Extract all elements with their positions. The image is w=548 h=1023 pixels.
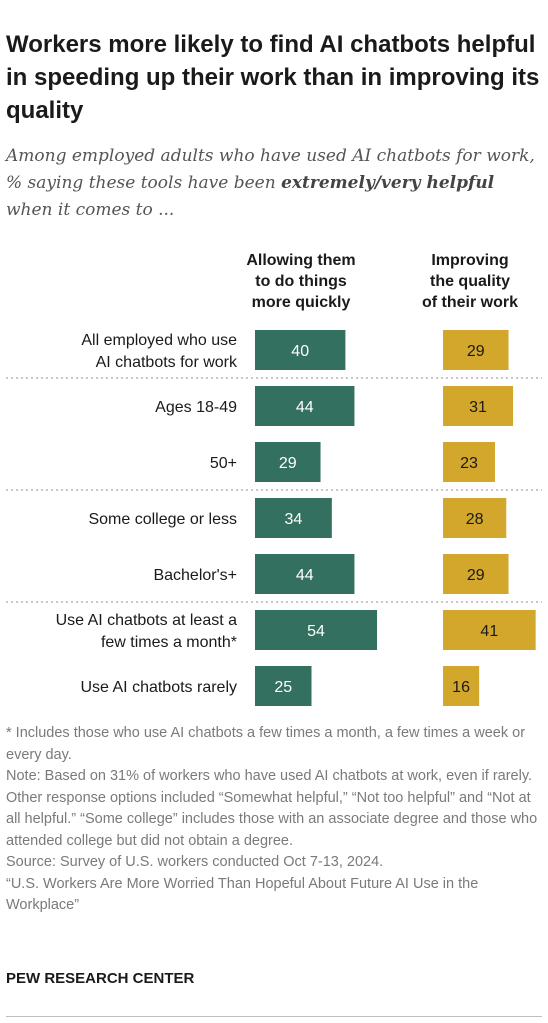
bar-series-2 [443,386,514,426]
bar-value-label-series-1: 40 [291,343,309,360]
bar-series-1 [255,666,312,706]
bar-series-2 [443,442,495,482]
bar-value-label-series-1: 54 [307,623,325,640]
chart-title: Workers more likely to find AI chatbots … [6,31,540,124]
subtitle-tail: when it comes to ... [6,200,175,220]
bar-series-1 [255,610,378,650]
bar-series-2 [443,554,509,594]
subtitle-emphasis: extremely/very helpful [281,173,495,193]
bar-series-1 [255,554,355,594]
brand-logo-text: PEW RESEARCH CENTER [6,970,195,987]
bar-value-label-series-2: 29 [467,343,485,360]
bar-series-2 [443,498,507,538]
bar-value-label-series-1: 29 [279,455,297,472]
bar-value-label-series-2: 23 [460,455,478,472]
bar-series-1 [255,330,346,370]
bottom-divider [6,1016,542,1017]
bar-value-label-series-1: 44 [296,567,314,584]
bar-series-2 [443,330,509,370]
footnote-asterisk: * Includes those who use AI chatbots a f… [6,725,526,763]
bar-value-label-series-2: 16 [452,679,470,696]
category-label: Some college or less [88,511,237,528]
footnote-note: Note: Based on 31% of workers who have u… [6,768,538,849]
bar-series-2 [443,666,480,706]
subtitle-text: Among employed adults who have used AI c… [6,146,535,193]
category-label: Ages 18-49 [155,399,237,416]
bar-series-1 [255,498,332,538]
series-2-header: Improving the quality of their work [421,252,518,311]
bar-value-label-series-1: 25 [274,679,292,696]
bar-series-1 [255,386,355,426]
bar-series-1 [255,442,321,482]
category-label: Use AI chatbots at least a few times a mo… [56,612,238,651]
footnotes: * Includes those who use AI chatbots a f… [6,723,541,917]
category-label: Use AI chatbots rarely [80,679,237,696]
category-label: 50+ [210,455,237,472]
chart-subtitle: Among employed adults who have used AI c… [6,143,544,224]
bar-value-label-series-2: 41 [480,623,498,640]
category-label: All employed who use AI chatbots for work [81,332,238,371]
category-label: Bachelor's+ [153,567,237,584]
footnote-report: “U.S. Workers Are More Worried Than Hope… [6,875,479,914]
bar-value-label-series-2: 28 [466,511,484,528]
series-1-header: Allowing them to do things more quickly [246,252,356,311]
bar-value-label-series-2: 29 [467,567,485,584]
bar-value-label-series-1: 44 [296,399,314,416]
footnote-source: Source: Survey of U.S. workers conducted… [6,854,384,870]
bar-value-label-series-1: 34 [285,511,303,528]
bar-series-2 [443,610,536,650]
bar-value-label-series-2: 31 [469,399,487,416]
